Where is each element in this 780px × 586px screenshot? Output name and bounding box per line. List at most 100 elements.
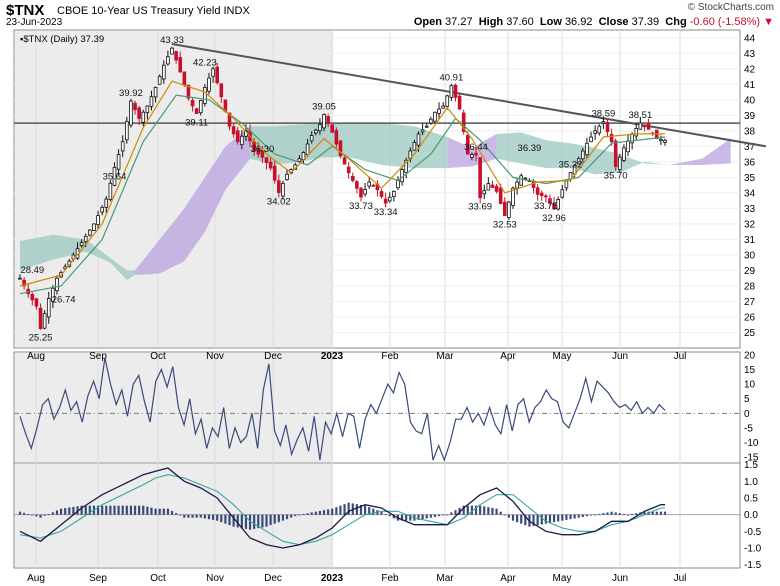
macd-histogram-bar <box>425 514 428 519</box>
macd-histogram-bar <box>589 514 593 516</box>
macd-histogram-bar <box>355 504 358 515</box>
macd-histogram-bar <box>273 514 276 524</box>
macd-histogram-bar <box>454 510 457 515</box>
price-y-tick-label: 31 <box>744 235 756 246</box>
candle-body <box>268 161 273 169</box>
macd-histogram-bar <box>150 507 153 515</box>
candle-body <box>88 229 92 236</box>
macd-histogram-bar <box>224 514 227 524</box>
macd-histogram-bar <box>626 514 630 516</box>
price-y-tick-label: 43 <box>744 49 756 60</box>
candle-body <box>186 84 191 99</box>
candle-body <box>313 129 318 134</box>
macd-histogram-bar <box>216 514 219 521</box>
candle-body <box>203 86 207 104</box>
candle-body <box>441 105 445 109</box>
price-annotation-label: 39.11 <box>185 118 208 129</box>
candle-body <box>622 147 626 161</box>
change-value: -0.60 (-1.58%) <box>689 16 761 28</box>
x-tick-label: Oct <box>150 351 166 362</box>
candle-body <box>153 86 158 98</box>
candle-body <box>256 148 261 155</box>
macd-histogram-bar <box>240 514 243 529</box>
macd-histogram-bar <box>565 514 568 520</box>
macd-histogram-bar <box>417 514 420 520</box>
x-tick-label: Oct <box>150 573 166 584</box>
candle-body <box>486 183 491 191</box>
macd-histogram-bar <box>228 514 231 526</box>
price-annotation-label: 32.96 <box>542 213 566 224</box>
descending-trendline <box>171 42 767 148</box>
candle-body <box>277 180 281 193</box>
macd-histogram-bar <box>211 514 215 520</box>
macd-histogram-bar <box>363 505 367 515</box>
price-annotation-label: 39.05 <box>312 102 336 113</box>
price-annotation-label: 32.53 <box>493 220 517 231</box>
price-annotation-label: 36.30 <box>250 144 274 155</box>
candle-body <box>211 68 215 77</box>
macd-histogram-bar <box>450 512 453 515</box>
candle-body <box>355 181 359 189</box>
macd-histogram-bar <box>31 514 34 516</box>
macd-histogram-bar <box>499 511 502 515</box>
macd-histogram-bar <box>277 514 280 523</box>
shaded-period <box>15 353 333 462</box>
x-tick-label: Jun <box>612 351 628 362</box>
price-annotation-label: 33.73 <box>349 201 373 212</box>
macd-line <box>19 467 665 549</box>
candle-body <box>149 96 154 107</box>
candle-body <box>227 112 232 127</box>
macd-histogram-bar <box>318 510 322 515</box>
price-annotation-label: 33.69 <box>468 202 492 213</box>
candle-body <box>170 47 174 55</box>
candle-body <box>515 181 519 189</box>
candle-body <box>22 279 26 287</box>
ema-slow-line <box>19 94 666 295</box>
x-tick-label: May <box>553 573 572 584</box>
macd-histogram-bar <box>462 505 465 515</box>
osc-y-tick-label: -15 <box>744 453 759 464</box>
candle-body <box>100 206 104 213</box>
candle-body <box>342 157 347 165</box>
macd-histogram-bar <box>175 513 178 515</box>
macd-histogram-bar <box>405 514 408 521</box>
candle-body <box>539 192 544 196</box>
ichimoku-cloud <box>135 126 251 276</box>
candle-body <box>659 139 663 142</box>
macd-histogram-bar <box>257 514 260 529</box>
macd-histogram-bar <box>437 514 441 517</box>
candle-body <box>589 136 593 143</box>
price-annotation-label: 28.49 <box>20 265 44 276</box>
macd-histogram-bar <box>18 511 22 515</box>
candle-body <box>638 122 643 130</box>
macd-histogram-bar <box>598 513 601 515</box>
macd-histogram-bar <box>76 506 79 515</box>
ohlc-summary: Open 37.27 High 37.60 Low 36.92 Close 37… <box>414 16 774 28</box>
macd-histogram-bar <box>610 511 613 515</box>
candle-body <box>120 141 125 152</box>
macd-histogram-bar <box>207 514 211 520</box>
price-y-tick-label: 34 <box>744 188 756 199</box>
macd-histogram-bar <box>117 505 120 515</box>
macd-histogram-bar <box>655 511 658 515</box>
candle-body <box>420 129 425 133</box>
price-annotation-label: 42.23 <box>193 57 217 68</box>
candle-body <box>215 66 219 84</box>
macd-histogram-bar <box>23 512 26 515</box>
macd-histogram-bar <box>614 512 617 515</box>
macd-histogram-bar <box>84 505 87 515</box>
candle-body <box>626 140 630 153</box>
open-value: 37.27 <box>445 16 473 28</box>
candle-body <box>560 189 565 198</box>
macd-histogram-bar <box>388 514 391 517</box>
macd-histogram-bar <box>68 507 71 515</box>
price-annotation-label: 25.25 <box>29 333 53 344</box>
macd-histogram-bar <box>442 514 445 516</box>
macd-histogram-bar <box>109 505 112 515</box>
candle-body <box>490 184 495 188</box>
candle-body <box>466 135 470 155</box>
candle-body <box>404 159 408 173</box>
x-tick-label: Dec <box>264 351 282 362</box>
macd-histogram-bar <box>524 514 527 526</box>
price-annotation-label: 38.59 <box>591 109 615 120</box>
